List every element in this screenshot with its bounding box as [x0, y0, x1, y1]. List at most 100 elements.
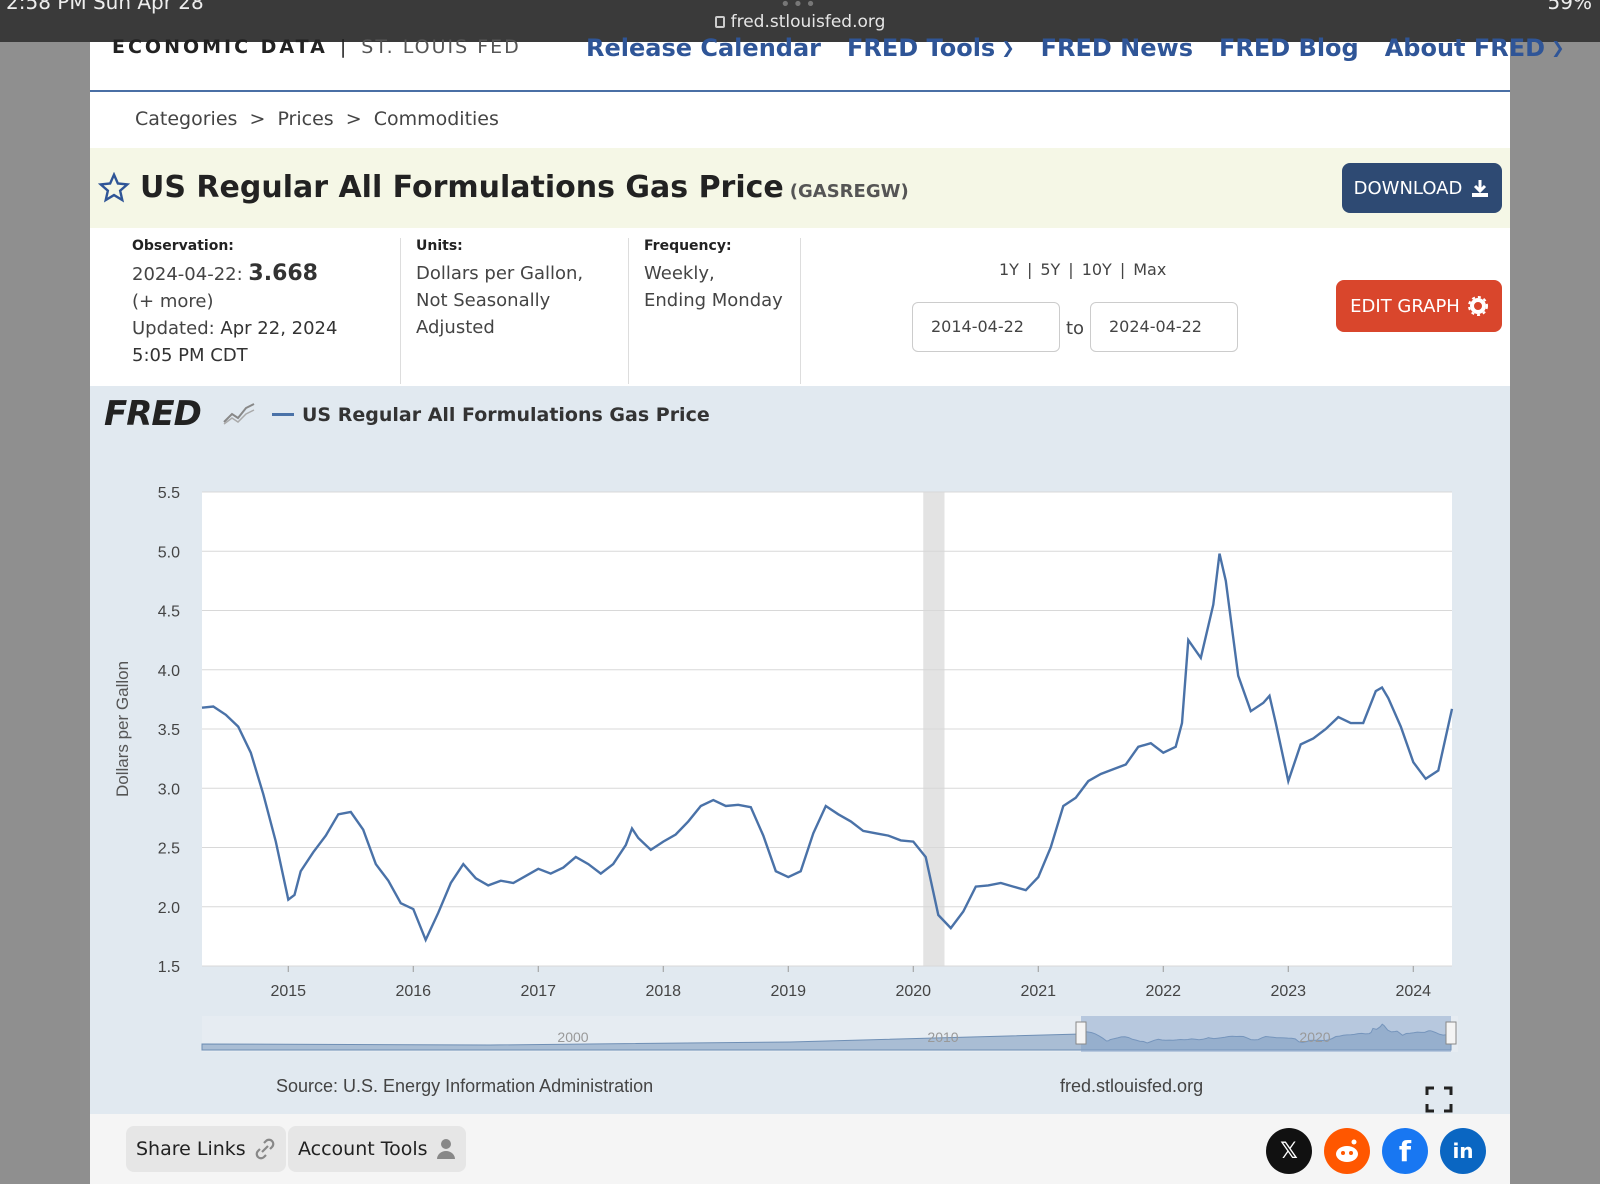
navigator-handle-left[interactable]: [1075, 1021, 1087, 1045]
facebook-share-icon[interactable]: f: [1382, 1128, 1428, 1174]
y-tick-label: 1.5: [158, 959, 180, 976]
y-tick-label: 2.5: [158, 841, 180, 858]
series-title-band: US Regular All Formulations Gas Price (GA…: [90, 148, 1510, 228]
frequency-label: Frequency:: [644, 238, 732, 254]
navigator-series: [201, 1023, 1452, 1051]
account-tools-label: Account Tools: [298, 1138, 428, 1160]
x-share-icon[interactable]: 𝕏: [1266, 1128, 1312, 1174]
series-line: [201, 553, 1454, 943]
legend-line: [272, 413, 294, 416]
chart-logo-icon: [223, 403, 255, 425]
reddit-share-icon[interactable]: [1324, 1128, 1370, 1174]
status-time: 2:58 PM Sun Apr 28: [6, 0, 204, 14]
nav-fred-news[interactable]: FRED News: [1040, 34, 1193, 62]
x-tick-label: 2024: [1395, 983, 1431, 1000]
navigator-selection[interactable]: [1081, 1016, 1451, 1052]
fred-logo: FRED: [104, 394, 202, 434]
start-date-input[interactable]: 2014-04-22: [912, 302, 1060, 352]
updated-label: Updated:: [132, 318, 215, 339]
updated-time: 5:05 PM CDT: [132, 345, 248, 366]
nav-about-fred[interactable]: About FRED ❯: [1385, 34, 1565, 62]
x-tick-label: 2020: [895, 983, 931, 1000]
observation-date: 2024-04-22:: [132, 264, 243, 285]
navigator-label: 2000: [557, 1029, 588, 1045]
brand-name: ECONOMIC DATA: [112, 36, 328, 58]
page-title: US Regular All Formulations Gas Price (GA…: [140, 170, 909, 205]
series-code: (GASREGW): [789, 181, 909, 202]
y-tick-label: 3.0: [158, 781, 180, 798]
line-chart[interactable]: 1.5 2.0 2.5 3.0 3.5 4.0 4.5 5.0 5.5 2015 2016 2017…: [90, 386, 1510, 1114]
divider: [400, 238, 401, 384]
end-date-input[interactable]: 2024-04-22: [1090, 302, 1238, 352]
lock-icon: [714, 16, 725, 28]
gear-icon: [1467, 296, 1488, 316]
x-tick-label: 2023: [1270, 983, 1306, 1000]
breadcrumb-sep: >: [249, 108, 266, 130]
download-button[interactable]: DOWNLOAD: [1342, 163, 1502, 213]
range-10y[interactable]: 10Y: [1081, 260, 1112, 279]
range-5y[interactable]: 5Y: [1040, 260, 1061, 279]
frequency-line: Ending Monday: [644, 290, 783, 311]
nav-release-calendar[interactable]: Release Calendar: [586, 34, 821, 62]
units-block: Units: Dollars per Gallon, Not Seasonall…: [416, 238, 616, 384]
site-brand[interactable]: ECONOMIC DATA | ST. LOUIS FED: [112, 36, 521, 58]
updated-value: Apr 22, 2024: [220, 318, 338, 339]
range-sep: |: [1026, 260, 1033, 279]
reddit-icon: [1336, 1139, 1358, 1162]
breadcrumb-commodities[interactable]: Commodities: [373, 108, 499, 130]
navigator-label: 2010: [927, 1029, 958, 1045]
graph-panel: FRED US Regular All Formulations Gas Pri…: [90, 386, 1510, 1114]
x-tick-label: 2018: [645, 983, 681, 1000]
frequency-line: Weekly,: [644, 263, 715, 284]
nav-about-fred-label: About FRED: [1384, 34, 1546, 62]
breadcrumb: Categories > Prices > Commodities: [135, 108, 505, 130]
frequency-block: Frequency: Weekly, Ending Monday: [644, 238, 804, 384]
linkedin-share-icon[interactable]: in: [1440, 1128, 1486, 1174]
fullscreen-icon[interactable]: [1425, 1086, 1453, 1113]
units-line: Not Seasonally: [416, 290, 551, 311]
y-tick-label: 4.0: [158, 663, 180, 680]
battery-indicator: 59%: [1547, 0, 1592, 14]
x-tick-label: 2022: [1145, 983, 1181, 1000]
site-text[interactable]: fred.stlouisfed.org: [1060, 1076, 1203, 1096]
account-tools-button[interactable]: Account Tools: [288, 1126, 466, 1172]
nav-fred-tools[interactable]: FRED Tools ❯: [847, 34, 1015, 62]
left-margin: [0, 42, 90, 1184]
share-links-label: Share Links: [136, 1138, 246, 1160]
edit-graph-button[interactable]: EDIT GRAPH: [1336, 280, 1502, 332]
address-bar[interactable]: fred.stlouisfed.org: [0, 12, 1600, 32]
browser-status-bar: 2:58 PM Sun Apr 28 ••• fred.stlouisfed.o…: [0, 0, 1600, 42]
star-icon[interactable]: [98, 172, 130, 204]
range-sep: |: [1119, 260, 1126, 279]
units-label: Units:: [416, 238, 463, 254]
breadcrumb-prices[interactable]: Prices: [277, 108, 334, 130]
breadcrumb-sep: >: [345, 108, 362, 130]
observation-label: Observation:: [132, 238, 234, 254]
chevron-down-icon: ❯: [1001, 38, 1015, 57]
units-line: Dollars per Gallon,: [416, 263, 584, 284]
series-title: US Regular All Formulations Gas Price: [140, 170, 784, 205]
x-tick-label: 2016: [395, 983, 431, 1000]
breadcrumb-categories[interactable]: Categories: [135, 108, 238, 130]
chevron-down-icon: ❯: [1551, 38, 1565, 57]
share-links-button[interactable]: Share Links: [126, 1126, 286, 1172]
user-icon: [436, 1139, 455, 1159]
y-tick-label: 5.5: [158, 485, 180, 502]
range-max[interactable]: Max: [1133, 260, 1167, 279]
more-dots-icon[interactable]: •••: [780, 0, 818, 15]
range-1y[interactable]: 1Y: [999, 260, 1019, 279]
download-icon: [1472, 180, 1489, 197]
y-tick-label: 4.5: [158, 604, 180, 621]
edit-graph-label: EDIT GRAPH: [1350, 295, 1460, 317]
y-axis-label: Dollars per Gallon: [113, 661, 132, 797]
nav-fred-blog[interactable]: FRED Blog: [1218, 34, 1359, 62]
to-label: to: [1066, 318, 1085, 339]
url-text: fred.stlouisfed.org: [730, 12, 886, 32]
link-icon: [255, 1138, 275, 1160]
right-margin: [1510, 42, 1600, 1184]
observation-block: Observation: 2024-04-22: 3.668 (+ more) …: [132, 238, 382, 384]
x-tick-label: 2017: [520, 983, 556, 1000]
y-tick-label: 2.0: [158, 900, 180, 917]
more-link[interactable]: (+ more): [132, 291, 214, 312]
navigator-handle-right[interactable]: [1445, 1021, 1457, 1045]
